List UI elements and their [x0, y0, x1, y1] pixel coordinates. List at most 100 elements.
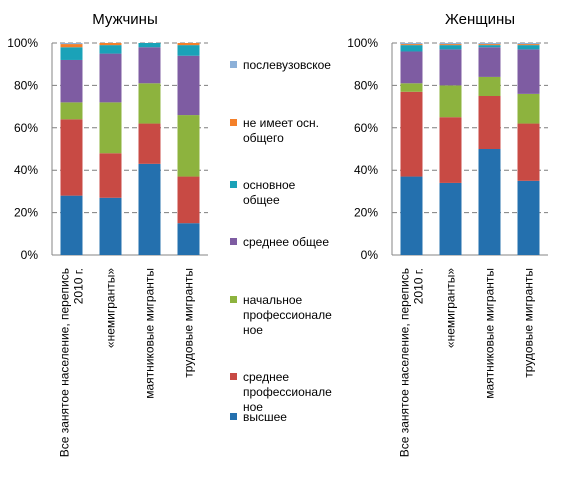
legend-swatch: [230, 119, 237, 126]
y-tick-label: 20%: [354, 206, 378, 220]
y-tick-label: 20%: [14, 206, 38, 220]
legend-swatch: [230, 373, 237, 380]
bar-segment: [60, 59, 83, 103]
bar-segment: [99, 53, 122, 103]
bar-segment: [517, 45, 540, 50]
legend-swatch: [230, 413, 237, 420]
bar-segment: [400, 45, 423, 52]
bar-segment: [138, 163, 161, 255]
bar-segment: [400, 51, 423, 84]
legend-label: не имеет осн.: [243, 116, 319, 130]
bar-segment: [439, 44, 462, 46]
bar-segment: [478, 44, 501, 46]
bar-segment: [517, 180, 540, 255]
category-label: маятниковые мигранты: [143, 268, 157, 399]
chart-title: Мужчины: [92, 11, 157, 28]
bar-segment: [99, 43, 122, 46]
bar-segment: [400, 44, 423, 46]
chart-panel-men: Мужчины 0% 20% 40% 60% 80% 100% Все занятое нас…: [7, 11, 208, 457]
bar-segment: [177, 115, 200, 177]
legend-label: послевузовское: [243, 58, 331, 72]
legend-label: высшее: [243, 410, 287, 424]
bar-segment: [439, 43, 462, 45]
y-tick-label: 0%: [361, 248, 379, 262]
bar-segment: [439, 49, 462, 86]
y-tick-label: 100%: [7, 36, 38, 50]
bar-segment: [478, 76, 501, 96]
bar-segment: [517, 123, 540, 181]
legend-swatch: [230, 181, 237, 188]
legend-swatch: [230, 296, 237, 303]
bar-segment: [177, 176, 200, 224]
y-tick-label: 60%: [14, 121, 38, 135]
bar-segment: [60, 102, 83, 120]
category-label: трудовые мигранты: [522, 268, 536, 378]
bar-segment: [177, 55, 200, 116]
bar-segment: [60, 43, 83, 45]
bar-segment: [439, 182, 462, 255]
legend-label: общего: [243, 131, 284, 145]
legend-label: профессионале: [243, 308, 332, 322]
bar-segment: [138, 123, 161, 164]
y-tick-label: 80%: [14, 78, 38, 92]
category-label: «немигранты»: [444, 268, 458, 348]
category-label: трудовые мигранты: [182, 268, 196, 378]
category-label: «немигранты»: [104, 268, 118, 348]
bar-segment: [517, 93, 540, 124]
legend-swatch: [230, 238, 237, 245]
bar-segment: [478, 47, 501, 77]
y-tick-label: 40%: [354, 163, 378, 177]
bar-segment: [99, 102, 122, 154]
bar-segment: [99, 45, 122, 54]
y-tick-label: 40%: [14, 163, 38, 177]
bar-segment: [439, 85, 462, 118]
chart-title: Женщины: [445, 11, 515, 28]
bar-segment: [60, 44, 83, 48]
legend-label: среднее: [243, 370, 289, 384]
bar-segment: [99, 197, 122, 255]
legend-label: среднее общее: [243, 235, 329, 249]
bar-segment: [60, 195, 83, 255]
bar-segment: [478, 45, 501, 48]
legend: послевузовское не имеет осн.общего основно…: [230, 58, 332, 424]
bar-segment: [400, 176, 423, 255]
y-tick-label: 100%: [347, 36, 378, 50]
legend-label: начальное: [243, 293, 303, 307]
bar-segment: [177, 43, 200, 46]
legend-swatch: [230, 61, 237, 68]
y-tick-label: 60%: [354, 121, 378, 135]
legend-label: ное: [243, 400, 263, 414]
bar-segment: [439, 117, 462, 183]
bar-segment: [60, 119, 83, 196]
legend-label: основное: [243, 178, 296, 192]
bar-segment: [138, 43, 161, 48]
bar-segment: [517, 49, 540, 94]
bar-segment: [177, 223, 200, 255]
legend-label: ное: [243, 323, 263, 337]
bar-segment: [400, 43, 423, 45]
category-label: Все занятое население, перепись: [398, 268, 412, 457]
y-tick-label: 0%: [21, 248, 39, 262]
legend-label: общее: [243, 193, 280, 207]
category-label: 2010 г.: [72, 268, 86, 304]
bar-segment: [400, 91, 423, 177]
chart-panel-women: Женщины 0% 20% 40% 60% 80% 100% Все занятое нас…: [347, 11, 548, 457]
bar-segment: [60, 47, 83, 60]
bar-segment: [99, 153, 122, 198]
bar-segment: [138, 83, 161, 124]
bar-segment: [439, 45, 462, 50]
legend-label: профессионале: [243, 385, 332, 399]
category-label: маятниковые мигранты: [483, 268, 497, 399]
bar-segment: [400, 83, 423, 92]
bar-segment: [478, 96, 501, 149]
bar-segment: [177, 45, 200, 56]
bar-segment: [517, 44, 540, 46]
bar-segment: [138, 47, 161, 84]
bar-segment: [478, 43, 501, 45]
bar-segment: [478, 149, 501, 255]
category-label: Все занятое население, перепись: [58, 268, 72, 457]
category-label: 2010 г.: [412, 268, 426, 304]
y-tick-label: 80%: [354, 78, 378, 92]
